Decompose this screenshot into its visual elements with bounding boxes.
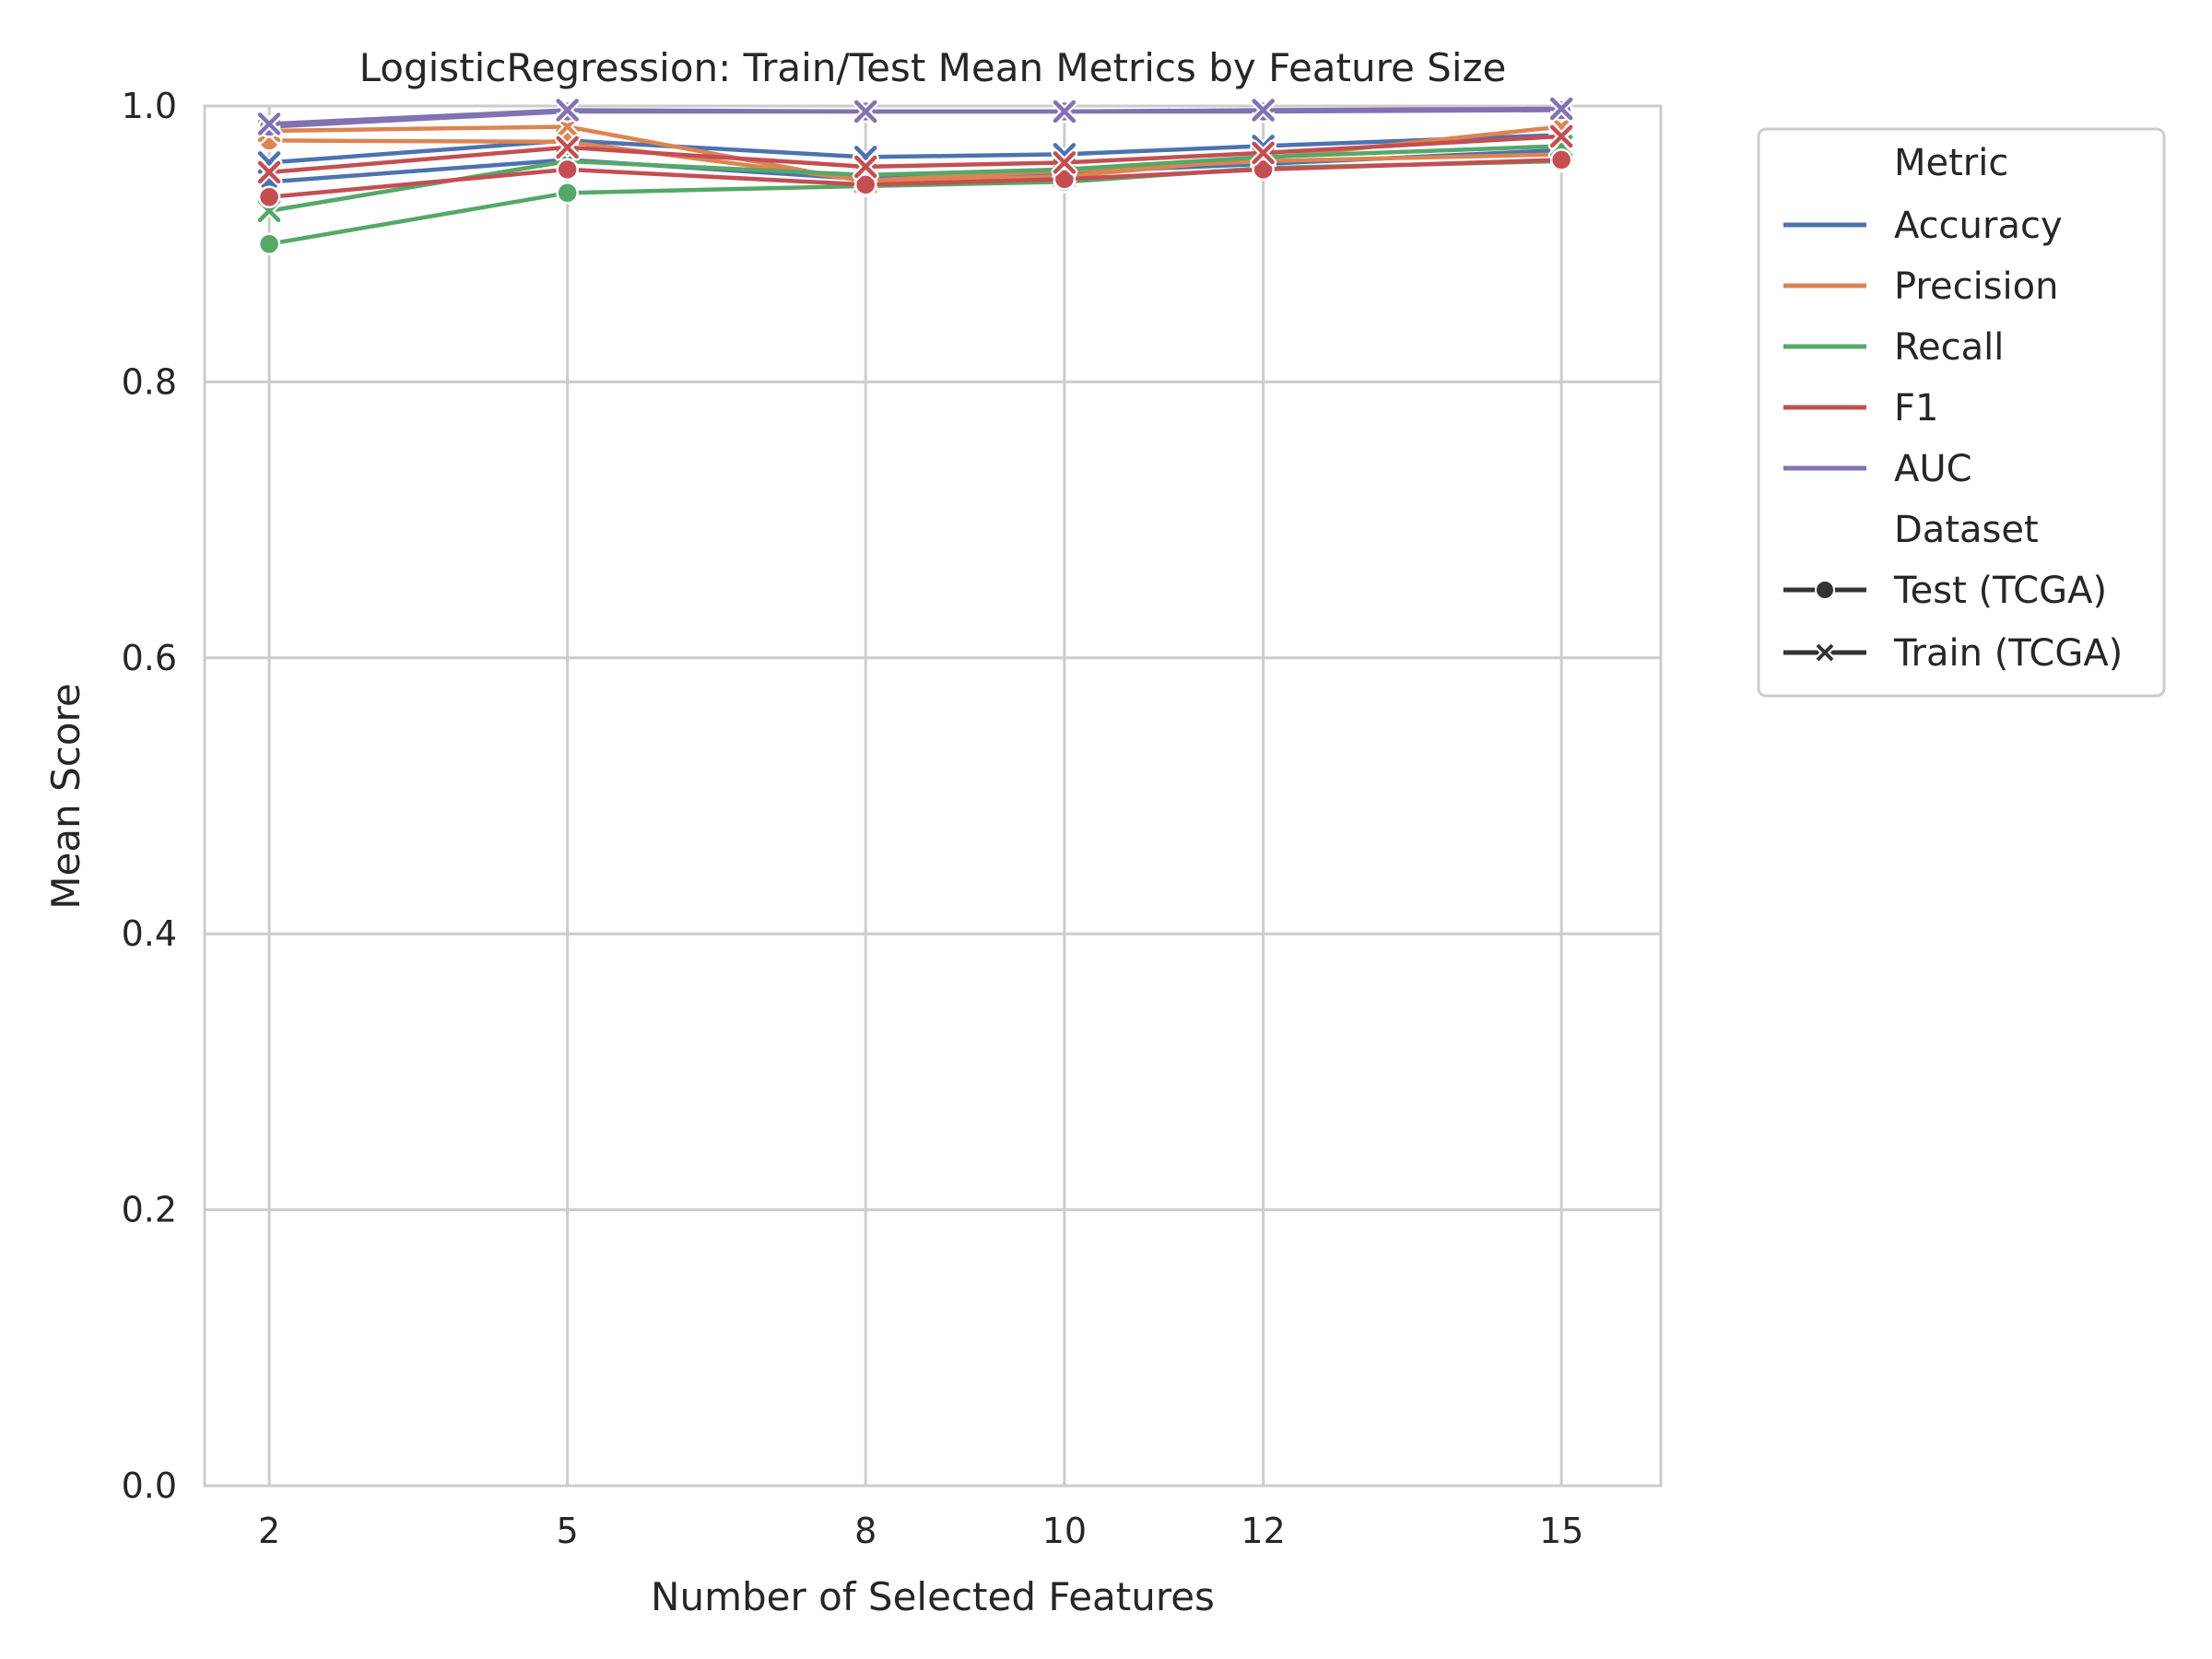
y-tick-label: 0.2 <box>122 1190 177 1230</box>
data-point-f1-test <box>257 185 281 209</box>
x-marker-stroke <box>556 99 579 122</box>
data-point-recall-test <box>556 182 579 205</box>
legend-label-f1: F1 <box>1894 387 1938 429</box>
legend-metric-entries: Accuracy Precision Recall F1 AUC <box>1783 205 2063 490</box>
series-f1-test <box>257 148 1573 209</box>
x-marker-stroke <box>257 112 281 135</box>
data-point-f1-test <box>853 173 877 196</box>
x-tick-label: 2 <box>258 1511 280 1551</box>
chart-title: LogisticRegression: Train/Test Mean Metr… <box>359 45 1507 90</box>
series-layer <box>255 95 1575 255</box>
data-point-f1-train <box>1051 148 1078 176</box>
data-point-f1-train <box>1250 139 1277 167</box>
x-marker-stroke <box>1549 97 1573 121</box>
x-marker-stroke <box>1252 141 1275 165</box>
x-tick-label: 5 <box>557 1511 579 1551</box>
y-tick-label: 0.8 <box>122 361 177 402</box>
x-marker-stroke <box>1053 151 1077 174</box>
x-marker-stroke <box>257 160 281 184</box>
y-tick-label: 0.0 <box>122 1465 177 1506</box>
series-line-f1-test <box>268 158 1562 200</box>
data-point-f1-test <box>1053 168 1077 191</box>
data-point-recall-test <box>257 232 281 255</box>
legend-label-auc: AUC <box>1894 448 1972 490</box>
data-point-auc-train <box>1051 98 1078 125</box>
plot-frame <box>203 104 1663 1488</box>
legend-label-train: Train (TCGA) <box>1893 632 2123 675</box>
x-tick-label: 8 <box>854 1511 877 1551</box>
data-point-f1-test <box>1252 158 1275 182</box>
x-axis-title: Number of Selected Features <box>651 1574 1215 1619</box>
data-point-auc-train <box>554 96 582 124</box>
data-point-auc-train <box>1250 96 1277 124</box>
axis-ticks: 2 5 8 10 12 15 0.0 0.2 0.4 0.6 0.8 1.0 <box>122 86 1584 1551</box>
x-marker-stroke <box>1549 124 1573 148</box>
legend-box <box>1757 127 2166 698</box>
legend-label-precision: Precision <box>1894 265 2058 308</box>
grid-lines <box>205 104 1661 1488</box>
x-tick-label: 15 <box>1539 1511 1583 1551</box>
data-point-auc-train <box>255 110 283 137</box>
x-marker-stroke <box>1816 643 1834 662</box>
series-line-auc-train <box>268 106 1562 126</box>
x-tick-label: 12 <box>1241 1511 1285 1551</box>
series-line-f1-train <box>268 134 1562 175</box>
series-auc-train <box>255 95 1575 137</box>
legend-label-test: Test (TCGA) <box>1893 570 2107 612</box>
legend: Metric Accuracy Precision Recall F1 AUC Data… <box>1757 127 2166 698</box>
data-point-auc-train <box>852 98 879 125</box>
data-point-f1-train <box>852 153 879 181</box>
legend-title-metric: Metric <box>1894 142 2008 184</box>
data-point-auc-train <box>1547 95 1575 123</box>
legend-marker-train <box>1815 642 1835 663</box>
x-marker-stroke <box>1053 100 1077 124</box>
series-f1-train <box>255 123 1575 186</box>
data-point-f1-train <box>1547 123 1575 150</box>
data-point-f1-test <box>556 158 579 182</box>
x-tick-label: 10 <box>1042 1511 1087 1551</box>
data-point-f1-train <box>255 159 283 186</box>
legend-dataset-entries: Test (TCGA) Train (TCGA) <box>1783 570 2123 675</box>
x-marker-stroke <box>1252 99 1275 122</box>
legend-title-dataset: Dataset <box>1894 509 2039 551</box>
y-tick-label: 0.4 <box>122 913 177 954</box>
legend-label-recall: Recall <box>1894 326 2004 369</box>
y-tick-label: 1.0 <box>122 86 177 126</box>
x-marker-stroke <box>556 135 579 159</box>
y-axis-title: Mean Score <box>43 683 88 909</box>
data-point-f1-test <box>1549 148 1573 171</box>
series-line-precision-test <box>269 138 1562 183</box>
series-line-recall-train <box>268 144 1562 213</box>
legend-label-accuracy: Accuracy <box>1894 205 2063 247</box>
series-line-accuracy-train <box>268 133 1562 165</box>
y-tick-label: 0.6 <box>122 638 177 678</box>
x-marker-stroke <box>853 100 877 124</box>
data-point-f1-train <box>554 134 582 161</box>
x-marker-stroke <box>853 155 877 179</box>
legend-marker-test <box>1815 580 1835 600</box>
